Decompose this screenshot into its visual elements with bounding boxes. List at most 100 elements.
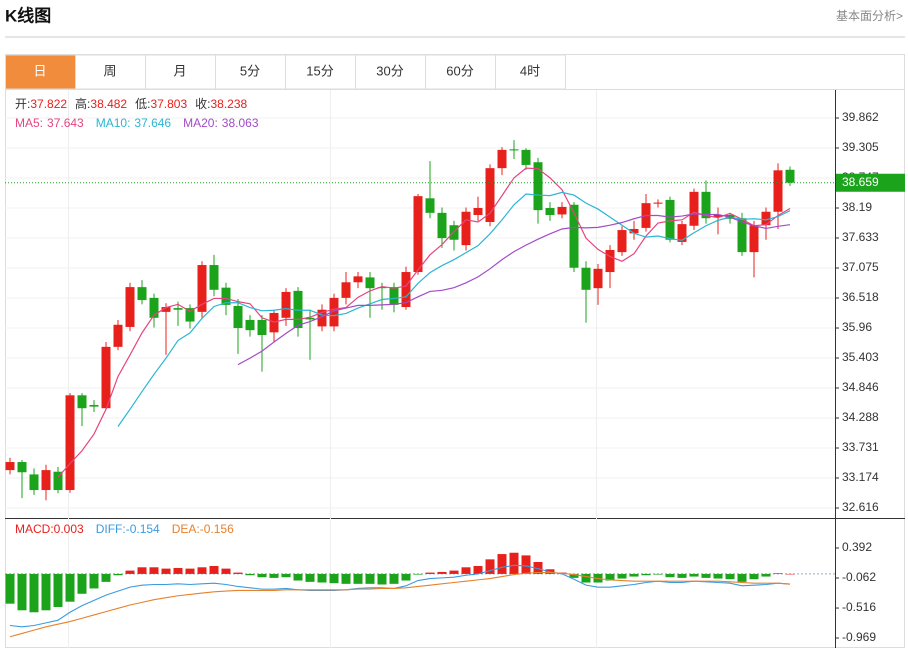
candle-body	[209, 265, 219, 290]
macd-tick-label: -0.516	[842, 600, 876, 614]
candle-body	[557, 206, 567, 215]
y-tick-label: 34.846	[842, 380, 879, 394]
macd-bar	[113, 573, 123, 576]
tab-label[interactable]: 日	[33, 63, 46, 78]
candle-body	[593, 268, 603, 289]
macd-bar	[737, 573, 747, 582]
macd-label: DIFF:	[96, 522, 126, 536]
candle-body	[713, 214, 723, 218]
macd-bar	[233, 572, 243, 574]
candle-body	[173, 308, 183, 310]
candle-body	[341, 282, 351, 298]
macd-bar	[413, 573, 423, 575]
ma-info: MA5: 37.643 MA10: 37.646 MA20: 38.063	[15, 116, 259, 130]
candle-body	[665, 199, 675, 240]
candle-body	[749, 225, 759, 253]
candle-body	[521, 149, 531, 165]
macd-bar	[293, 573, 303, 581]
macd-bar	[449, 570, 459, 574]
tab[interactable]	[215, 54, 286, 90]
candle-body	[233, 305, 243, 329]
candle-body	[149, 297, 159, 318]
macd-bar	[725, 573, 735, 580]
tab[interactable]	[285, 54, 356, 90]
tab[interactable]	[75, 54, 146, 90]
ohlc-value: 38.238	[210, 97, 247, 111]
candle-body	[353, 276, 363, 283]
tab[interactable]	[495, 54, 566, 90]
macd-bar	[713, 573, 723, 579]
tab-label[interactable]: 周	[103, 63, 116, 78]
macd-tick-label: -0.969	[842, 630, 876, 644]
candle-body	[293, 290, 303, 329]
macd-bar	[245, 573, 255, 576]
y-tick-label: 38.19	[842, 200, 872, 214]
tab-label[interactable]: 60分	[446, 63, 473, 78]
macd-bar	[581, 573, 591, 583]
ma-value: 37.643	[47, 116, 84, 130]
y-tick-label: 36.518	[842, 290, 879, 304]
y-tick-label: 37.633	[842, 230, 879, 244]
macd-bar	[101, 573, 111, 582]
candle-body	[653, 202, 663, 204]
candle-body	[509, 149, 519, 151]
y-tick-label: 39.862	[842, 110, 879, 124]
tab[interactable]	[355, 54, 426, 90]
ohlc-value: 38.482	[90, 97, 127, 111]
candle-body	[437, 212, 447, 239]
macd-bar	[401, 573, 411, 581]
candle-body	[77, 395, 87, 409]
macd-bar	[521, 555, 531, 574]
candle-body	[161, 307, 171, 312]
macd-bar	[197, 567, 207, 574]
macd-bar	[629, 573, 639, 577]
candle-body	[245, 319, 255, 331]
y-tick-label: 33.174	[842, 470, 879, 484]
tab-label[interactable]: 4时	[520, 63, 540, 78]
y-tick-label: 35.96	[842, 320, 872, 334]
tab[interactable]	[145, 54, 216, 90]
macd-info: MACD:0.003 DIFF:-0.154 DEA:-0.156	[15, 522, 234, 536]
macd-value: 0.003	[54, 522, 84, 536]
chart-frame	[5, 54, 905, 648]
macd-bar	[749, 573, 759, 580]
macd-bar	[329, 573, 339, 584]
candle-body	[761, 211, 771, 226]
macd-bar	[617, 573, 627, 579]
tab-label[interactable]: 月	[173, 63, 186, 78]
macd-bar	[533, 562, 543, 574]
ma-line	[117, 191, 791, 427]
ma-line	[57, 167, 791, 478]
candle-body	[221, 287, 231, 305]
macd-bar	[773, 573, 783, 574]
candle-body	[53, 471, 63, 491]
macd-bar	[569, 573, 579, 578]
candle-body	[365, 277, 375, 289]
macd-bar	[461, 567, 471, 574]
candle-body	[377, 287, 387, 289]
analysis-link[interactable]: 基本面分析>	[836, 9, 903, 23]
macd-bar	[785, 573, 795, 575]
tab-label[interactable]: 15分	[306, 63, 333, 78]
candle-body	[569, 204, 579, 268]
candle-body	[677, 224, 687, 242]
candle-body	[185, 308, 195, 322]
ohlc-label: 低:	[135, 97, 150, 111]
ohlc-value: 37.822	[30, 97, 67, 111]
macd-bar	[221, 568, 231, 574]
ohlc-label: 开:	[15, 97, 30, 111]
candle-body	[773, 170, 783, 212]
macd-bar	[161, 568, 171, 574]
ma-label: MA10:	[96, 116, 131, 130]
y-tick-label: 33.731	[842, 440, 879, 454]
macd-bar	[125, 570, 135, 574]
tab-label[interactable]: 5分	[240, 63, 260, 78]
tab-label[interactable]: 30分	[376, 63, 403, 78]
candle-body	[5, 462, 15, 471]
candle-body	[113, 324, 123, 347]
candle-body	[281, 291, 291, 318]
tab[interactable]	[5, 54, 76, 90]
candle-body	[125, 287, 135, 327]
candle-body	[533, 162, 543, 211]
candle-body	[617, 230, 627, 253]
